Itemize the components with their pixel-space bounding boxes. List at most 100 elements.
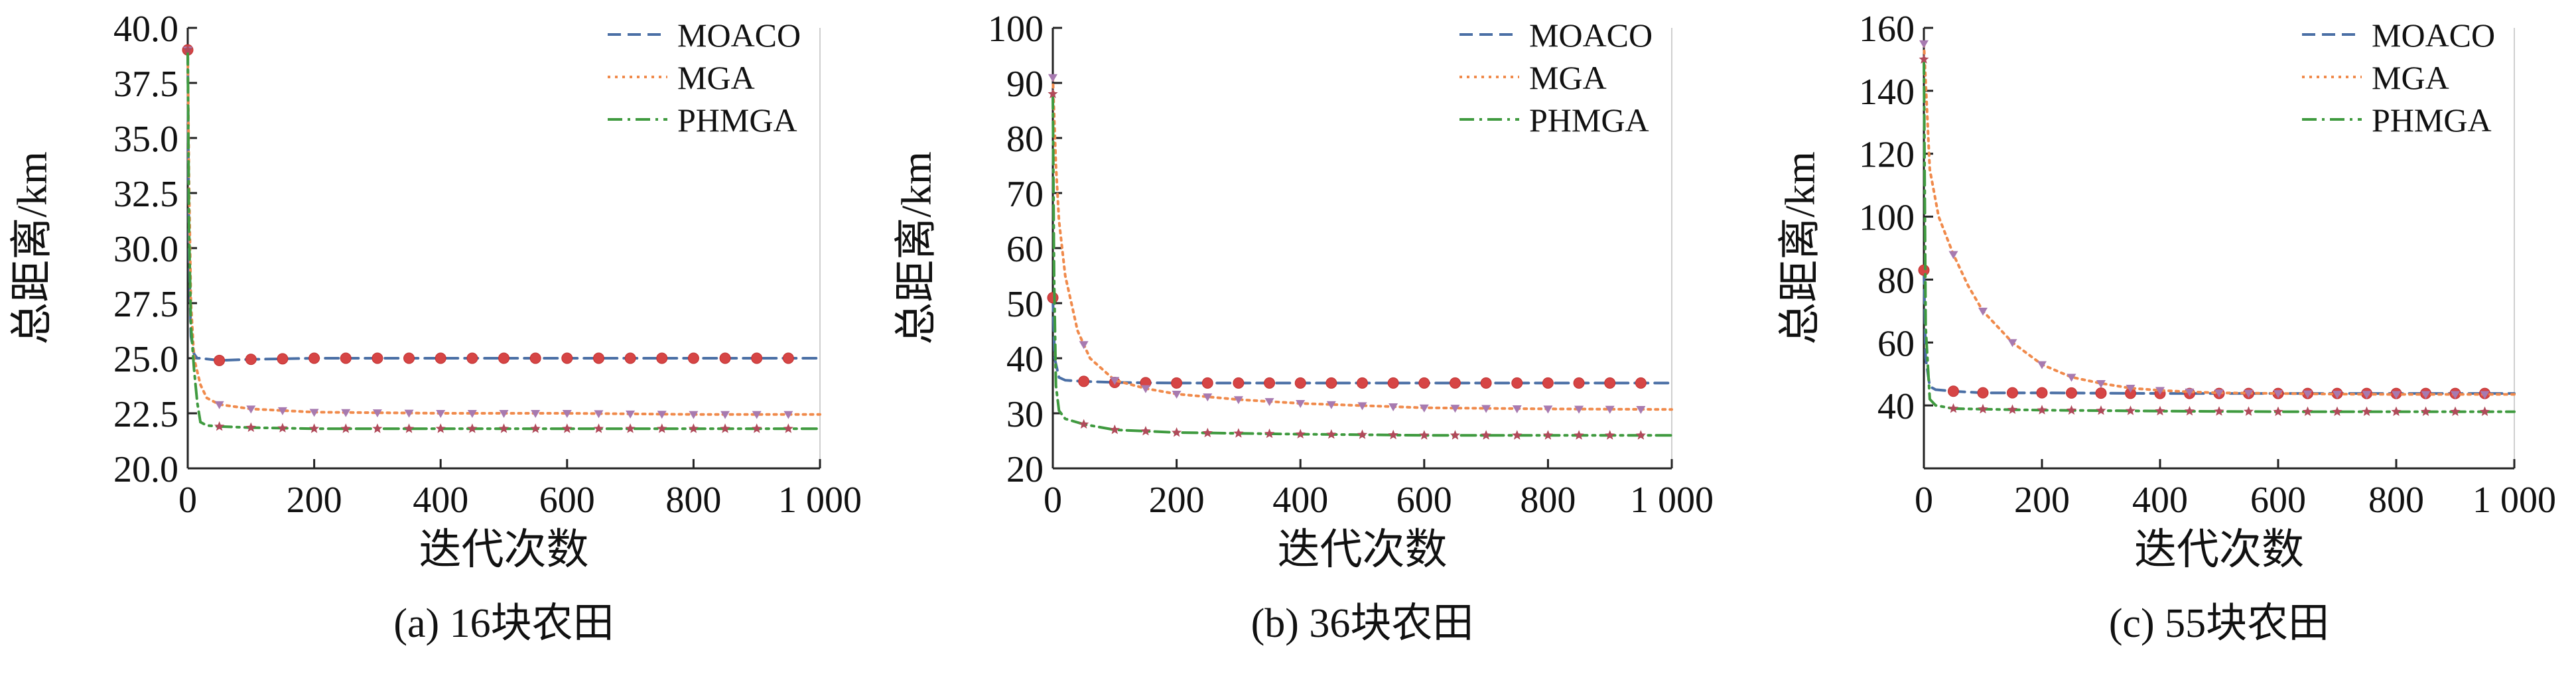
y-tick-label: 20.0 xyxy=(113,449,178,490)
marker-mga xyxy=(1450,405,1460,413)
x-tick-label: 400 xyxy=(2132,480,2188,521)
marker-phmga xyxy=(245,422,256,433)
marker-mga xyxy=(309,409,319,417)
marker-phmga xyxy=(2184,405,2195,416)
marker-moaco xyxy=(2095,387,2107,399)
y-tick-label: 30.0 xyxy=(113,229,178,270)
x-axis-label: 迭代次数 xyxy=(419,526,589,573)
marker-phmga xyxy=(309,423,320,433)
marker-mga xyxy=(1919,40,1929,48)
marker-mga xyxy=(1264,398,1274,407)
marker-mga xyxy=(1326,401,1336,409)
marker-phmga xyxy=(1388,429,1398,440)
marker-moaco xyxy=(529,352,541,364)
marker-phmga xyxy=(467,423,478,433)
y-axis-label: 总距离/km xyxy=(9,151,56,345)
x-tick-label: 400 xyxy=(1272,480,1328,521)
marker-moaco xyxy=(1047,292,1059,304)
marker-mga xyxy=(2421,391,2431,399)
marker-mga xyxy=(594,410,604,419)
y-tick-label: 25.0 xyxy=(113,339,178,380)
marker-phmga xyxy=(2066,405,2077,415)
marker-moaco xyxy=(1233,377,1245,389)
marker-phmga xyxy=(1919,54,1929,64)
marker-moaco xyxy=(372,352,383,364)
marker-moaco xyxy=(1294,377,1306,389)
marker-moaco xyxy=(308,352,320,364)
marker-phmga xyxy=(277,423,288,433)
x-tick-label: 800 xyxy=(1520,480,1576,521)
x-tick-label: 1 000 xyxy=(2473,480,2556,521)
x-tick-label: 400 xyxy=(413,480,468,521)
y-tick-label: 32.5 xyxy=(113,174,178,215)
marker-mga xyxy=(1140,385,1150,393)
marker-mga xyxy=(2333,391,2342,399)
marker-phmga xyxy=(593,423,604,433)
marker-phmga xyxy=(1978,403,1988,414)
marker-moaco xyxy=(561,352,573,364)
y-tick-label: 20 xyxy=(1006,449,1044,490)
marker-phmga xyxy=(1605,430,1615,440)
marker-phmga xyxy=(2332,406,2342,417)
chart-panel-1: 20.0 22.5 25.0 27.5 30.0 32.5 35.0 37.5 40.0 0 200… xyxy=(9,9,862,646)
legend-label-phmga: PHMGA xyxy=(677,101,797,139)
marker-moaco xyxy=(1918,264,1930,276)
panel-caption: (c) 55块农田 xyxy=(2109,601,2329,646)
marker-mga xyxy=(1172,390,1182,399)
marker-phmga xyxy=(530,423,541,433)
y-tick-label: 60 xyxy=(1877,323,1915,364)
marker-mga xyxy=(1389,403,1398,412)
marker-phmga xyxy=(2273,406,2283,417)
marker-mga xyxy=(752,411,762,419)
marker-mga xyxy=(404,409,414,418)
marker-mga xyxy=(2273,390,2283,399)
marker-moaco xyxy=(1171,377,1183,389)
marker-phmga xyxy=(403,423,415,433)
marker-mga xyxy=(783,411,793,419)
marker-phmga xyxy=(2007,404,2018,414)
marker-mga xyxy=(2007,339,2017,348)
x-tick-label: 600 xyxy=(2250,480,2306,521)
marker-phmga xyxy=(1233,428,1244,438)
marker-phmga xyxy=(498,423,509,433)
marker-phmga xyxy=(1264,428,1275,438)
marker-phmga xyxy=(2155,405,2165,416)
marker-moaco xyxy=(1511,377,1523,389)
legend-label-mga: MGA xyxy=(2372,59,2449,96)
marker-moaco xyxy=(656,352,668,364)
panel-caption: (b) 36块农田 xyxy=(1251,601,1474,646)
x-tick-label: 800 xyxy=(665,480,721,521)
marker-moaco xyxy=(1325,377,1337,389)
y-tick-label: 100 xyxy=(988,9,1044,50)
marker-moaco xyxy=(1635,377,1647,389)
marker-moaco xyxy=(1201,377,1213,389)
marker-moaco xyxy=(1573,377,1585,389)
marker-phmga xyxy=(1172,427,1182,437)
marker-mga xyxy=(1203,393,1213,402)
marker-moaco xyxy=(2007,387,2018,399)
x-tick-label: 600 xyxy=(1396,480,1452,521)
marker-mga xyxy=(1481,405,1491,413)
marker-phmga xyxy=(657,423,667,433)
marker-phmga xyxy=(182,44,193,54)
marker-moaco xyxy=(2036,387,2048,399)
series-line-phmga xyxy=(186,48,821,431)
y-axis-label: 总距离/km xyxy=(893,151,940,345)
x-tick-label: 200 xyxy=(2014,480,2070,521)
marker-mga xyxy=(2096,379,2106,388)
marker-mga xyxy=(1978,307,1988,316)
marker-mga xyxy=(1574,405,1584,414)
marker-moaco xyxy=(340,352,352,364)
marker-mga xyxy=(2303,390,2313,399)
marker-mga xyxy=(2214,389,2224,398)
marker-phmga xyxy=(214,421,225,431)
marker-mga xyxy=(467,410,477,418)
marker-moaco xyxy=(1977,387,1989,399)
marker-phmga xyxy=(1481,430,1491,440)
marker-mga xyxy=(214,401,224,409)
marker-mga xyxy=(1948,251,1958,259)
y-tick-label: 22.5 xyxy=(113,394,178,435)
marker-mga xyxy=(2362,391,2372,399)
